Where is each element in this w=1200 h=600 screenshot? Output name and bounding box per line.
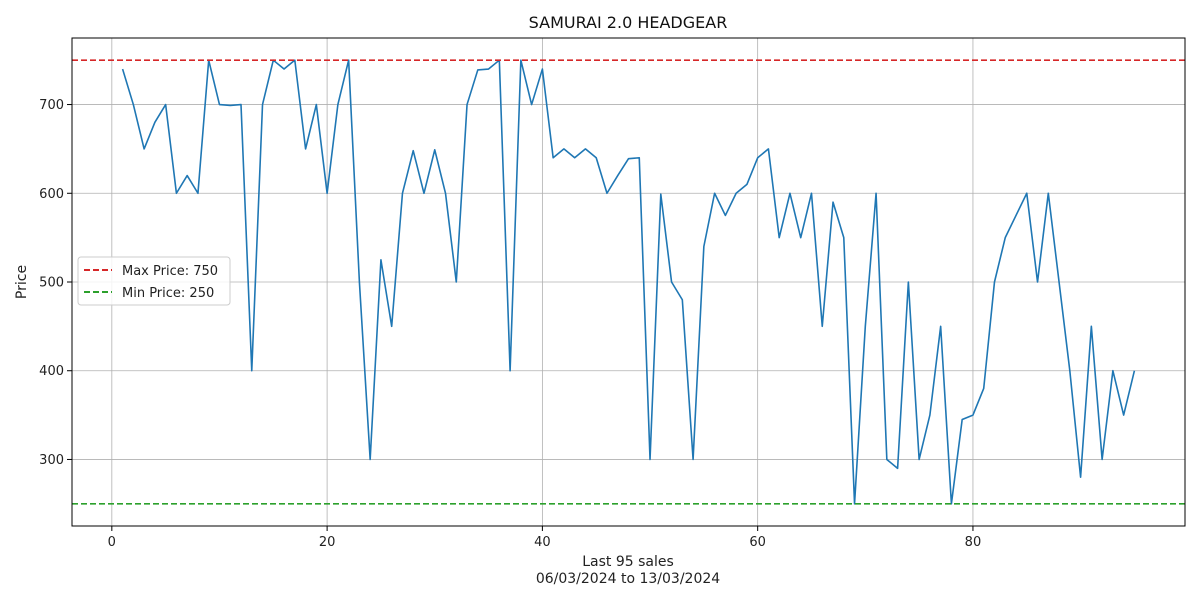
y-axis-label: Price xyxy=(14,265,30,299)
x-tick-label: 60 xyxy=(749,535,766,550)
x-tick-label: 40 xyxy=(534,535,551,550)
x-tick-label: 0 xyxy=(108,535,116,550)
price-series-line xyxy=(121,59,1136,505)
y-tick-label: 500 xyxy=(39,276,64,291)
legend-box xyxy=(77,256,231,306)
x-axis-label: Last 95 sales xyxy=(582,554,674,570)
y-tick-label: 600 xyxy=(39,187,64,202)
y-tick-label: 400 xyxy=(39,364,64,379)
legend-min-label: Min Price: 250 xyxy=(122,286,214,301)
x-axis-sublabel: 06/03/2024 to 13/03/2024 xyxy=(536,571,720,587)
chart-title: SAMURAI 2.0 HEADGEAR xyxy=(529,13,728,32)
y-tick-label: 300 xyxy=(39,453,64,468)
x-tick-label: 20 xyxy=(319,535,336,550)
legend: Max Price: 750 Min Price: 250 xyxy=(77,256,231,306)
axis-ticks: 0 20 40 60 80 300 400 500 600 700 xyxy=(39,98,981,550)
grid xyxy=(72,38,1185,526)
legend-max-label: Max Price: 750 xyxy=(122,264,218,279)
plot-area xyxy=(72,59,1185,505)
y-tick-label: 700 xyxy=(39,98,64,113)
x-tick-label: 80 xyxy=(965,535,982,550)
